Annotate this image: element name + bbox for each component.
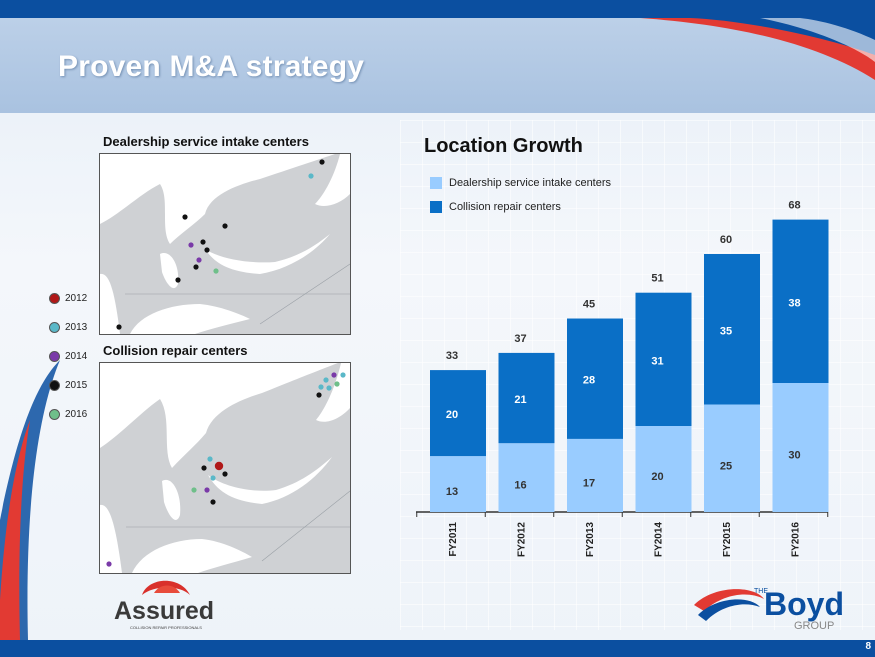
- year-legend-item: 2012: [49, 284, 87, 313]
- bar-dealership: [772, 383, 829, 512]
- bar-dealership: [567, 438, 623, 512]
- legend-swatch-icon: [430, 201, 442, 213]
- year-legend-item: 2016: [49, 400, 87, 429]
- year-dot-icon: [49, 380, 60, 391]
- bar-dealership: [498, 443, 555, 512]
- collision-map-label: Collision repair centers: [103, 343, 248, 358]
- x-tick-label: FY2014: [654, 522, 665, 557]
- location-growth-chart: 13 20 33 FY2011 16 21 37 FY2012 17 28 45 FY2013 20 31…: [416, 200, 829, 557]
- data-label-collision: 21: [514, 394, 526, 406]
- assured-logo-name: Assured: [114, 597, 214, 625]
- year-legend-item: 2014: [49, 342, 87, 371]
- bar-collision: [498, 352, 555, 444]
- boyd-logo-name: Boyd: [764, 586, 844, 622]
- data-label-dealership: 16: [514, 480, 526, 492]
- x-tick-label: FY2012: [517, 522, 528, 557]
- chart-legend-item: Dealership service intake centers: [430, 171, 611, 195]
- bar-dealership: [430, 456, 486, 512]
- data-label-dealership: 20: [651, 471, 663, 483]
- year-legend-item: 2015: [49, 371, 87, 400]
- bar-collision: [567, 318, 623, 439]
- chart-legend: Dealership service intake centers Collisi…: [430, 171, 611, 219]
- year-dot-icon: [49, 322, 60, 333]
- x-tick-label: FY2011: [448, 522, 459, 557]
- legend-swatch-icon: [430, 177, 442, 189]
- chart-title: Location Growth: [424, 135, 583, 157]
- bottom-stripe: [0, 640, 875, 657]
- legend-label: Collision repair centers: [449, 201, 561, 213]
- year-dot-icon: [49, 409, 60, 420]
- data-label-dealership: 13: [446, 486, 458, 498]
- bar-dealership: [635, 426, 692, 512]
- data-label-total: 33: [446, 350, 458, 362]
- boyd-logo-the: THE: [754, 588, 768, 595]
- year-legend: 2012 2013 2014 2015 2016: [49, 284, 87, 429]
- x-tick-label: FY2016: [791, 522, 802, 557]
- data-label-collision: 31: [651, 355, 663, 367]
- year-label: 2016: [65, 409, 88, 420]
- slide-title: Proven M&A strategy: [58, 50, 365, 83]
- data-label-collision: 35: [720, 325, 732, 337]
- top-stripe: [0, 0, 875, 18]
- data-label-dealership: 17: [583, 477, 595, 489]
- data-label-collision: 28: [583, 375, 595, 387]
- bar-collision: [772, 219, 829, 383]
- chart-legend-item: Collision repair centers: [430, 195, 611, 219]
- bar-dealership: [704, 404, 760, 512]
- data-label-total: 45: [583, 299, 595, 311]
- data-label-dealership: 30: [788, 450, 800, 462]
- bar-collision: [430, 370, 486, 457]
- year-label: 2012: [65, 293, 88, 304]
- collision-map: [99, 362, 351, 574]
- boyd-logo: THE Boyd GROUP: [694, 586, 844, 631]
- year-dot-icon: [49, 293, 60, 304]
- bar-collision: [704, 254, 760, 405]
- year-legend-item: 2013: [49, 313, 87, 342]
- dealership-map-label: Dealership service intake centers: [103, 134, 309, 149]
- assured-logo: Assured COLLISION REPAIR PROFESSIONALS: [114, 580, 214, 630]
- x-tick-label: FY2013: [585, 522, 596, 557]
- boyd-logo-group: GROUP: [794, 620, 834, 631]
- year-label: 2014: [65, 351, 88, 362]
- year-dot-icon: [49, 351, 60, 362]
- data-label-dealership: 25: [720, 460, 732, 472]
- x-tick-label: FY2015: [722, 522, 733, 557]
- data-label-collision: 38: [788, 297, 800, 309]
- data-label-total: 60: [720, 234, 732, 246]
- bar-collision: [635, 292, 692, 426]
- data-label-total: 51: [651, 273, 663, 285]
- dealership-map: [99, 153, 351, 335]
- data-label-total: 68: [788, 200, 800, 212]
- year-label: 2013: [65, 322, 88, 333]
- legend-label: Dealership service intake centers: [449, 177, 612, 189]
- data-label-total: 37: [514, 333, 526, 345]
- year-label: 2015: [65, 380, 88, 391]
- assured-logo-tagline: COLLISION REPAIR PROFESSIONALS: [130, 625, 202, 630]
- page-number: 8: [865, 641, 871, 652]
- data-label-collision: 20: [446, 409, 458, 421]
